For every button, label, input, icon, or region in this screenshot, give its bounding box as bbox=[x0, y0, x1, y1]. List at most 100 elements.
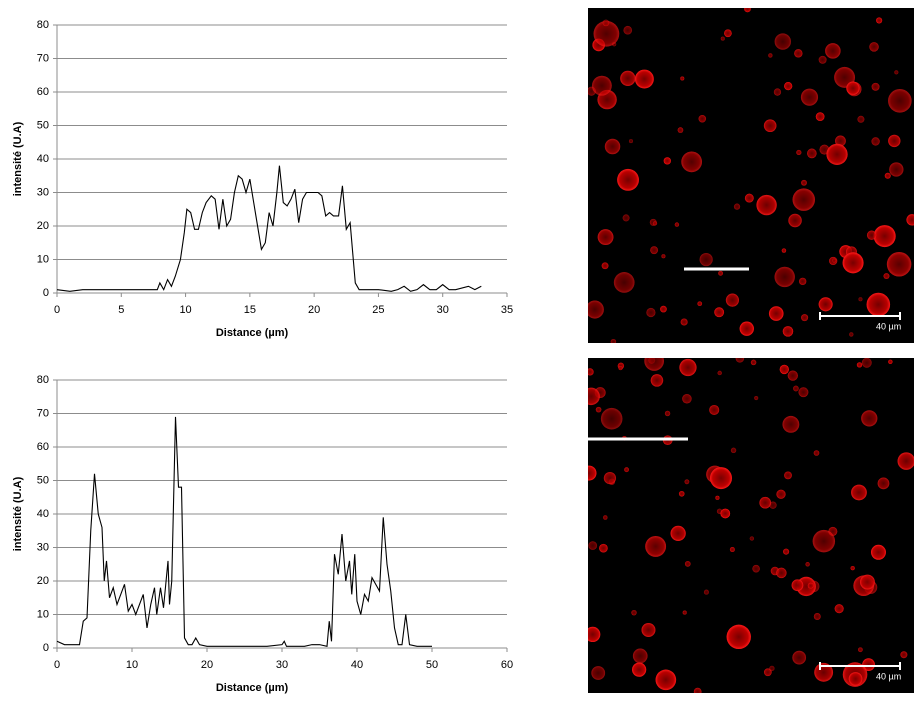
cell bbox=[744, 8, 751, 13]
cell bbox=[730, 447, 737, 454]
cell bbox=[624, 467, 629, 473]
cell bbox=[670, 525, 686, 541]
cell bbox=[681, 151, 703, 173]
cell bbox=[860, 574, 875, 590]
cell bbox=[763, 668, 772, 677]
y-tick-label: 10 bbox=[37, 253, 49, 265]
x-tick-label: 0 bbox=[54, 304, 60, 316]
cell bbox=[628, 139, 633, 144]
cell bbox=[725, 293, 740, 307]
cell bbox=[866, 292, 891, 317]
x-tick-label: 10 bbox=[126, 659, 138, 671]
cell bbox=[714, 307, 725, 318]
cell bbox=[650, 374, 664, 387]
cell bbox=[869, 42, 879, 52]
cell bbox=[680, 76, 685, 81]
y-tick-label: 70 bbox=[37, 407, 49, 419]
cell bbox=[796, 149, 802, 156]
cell bbox=[655, 669, 677, 691]
x-tick-label: 25 bbox=[372, 304, 384, 316]
cell bbox=[884, 172, 891, 179]
scale-bar-label: 40 µm bbox=[876, 671, 901, 681]
cell bbox=[873, 225, 896, 248]
cell bbox=[861, 358, 872, 368]
cell bbox=[788, 213, 802, 228]
cell bbox=[698, 114, 707, 123]
cell bbox=[800, 88, 819, 106]
cell bbox=[663, 157, 671, 165]
cell bbox=[735, 358, 745, 363]
data-line bbox=[56, 165, 482, 292]
y-tick-label: 70 bbox=[37, 52, 49, 64]
cell bbox=[763, 119, 777, 133]
cell bbox=[813, 613, 821, 620]
cell bbox=[733, 203, 741, 210]
cell bbox=[784, 471, 792, 480]
cell bbox=[604, 138, 621, 155]
cell bbox=[644, 358, 665, 371]
cell bbox=[684, 479, 690, 485]
x-tick-label: 40 bbox=[351, 659, 363, 671]
cell bbox=[888, 88, 912, 113]
cell bbox=[632, 662, 647, 677]
micrograph bbox=[588, 8, 914, 343]
cell bbox=[709, 404, 720, 416]
cell bbox=[588, 465, 597, 481]
cell bbox=[858, 297, 863, 302]
cell bbox=[588, 387, 600, 406]
x-axis-label: Distance (µm) bbox=[216, 327, 289, 339]
cell bbox=[799, 277, 807, 286]
y-axis-label: intensité (U.A) bbox=[12, 121, 24, 196]
cell bbox=[652, 221, 658, 226]
cell bbox=[793, 385, 799, 392]
x-tick-label: 30 bbox=[437, 304, 449, 316]
cell bbox=[595, 406, 602, 413]
cell bbox=[650, 246, 659, 255]
x-tick-label: 60 bbox=[501, 659, 513, 671]
y-tick-label: 30 bbox=[37, 186, 49, 198]
cell bbox=[848, 672, 863, 686]
y-tick-label: 0 bbox=[43, 287, 49, 299]
cell bbox=[883, 273, 890, 280]
cell bbox=[784, 82, 793, 91]
cell bbox=[682, 393, 692, 404]
cell bbox=[791, 579, 804, 592]
cell bbox=[588, 541, 598, 550]
cell bbox=[591, 666, 606, 680]
cell bbox=[889, 162, 904, 177]
cell bbox=[588, 626, 601, 643]
y-tick-label: 40 bbox=[37, 508, 49, 520]
cell bbox=[813, 450, 820, 456]
cell bbox=[739, 321, 754, 336]
cell bbox=[856, 362, 863, 368]
cell bbox=[597, 229, 614, 246]
x-tick-label: 0 bbox=[54, 659, 60, 671]
cells bbox=[588, 8, 914, 343]
cell bbox=[815, 112, 825, 122]
cell bbox=[842, 252, 864, 274]
cell bbox=[720, 508, 731, 519]
cell bbox=[782, 415, 800, 433]
cell bbox=[849, 332, 854, 337]
cell bbox=[634, 69, 654, 89]
x-tick-label: 5 bbox=[118, 304, 124, 316]
cell bbox=[900, 651, 908, 659]
y-tick-label: 0 bbox=[43, 642, 49, 654]
cell bbox=[641, 622, 656, 637]
cell bbox=[832, 258, 837, 263]
cell bbox=[724, 29, 732, 38]
cell bbox=[622, 214, 630, 222]
cell bbox=[776, 567, 787, 579]
y-tick-label: 20 bbox=[37, 575, 49, 587]
cell bbox=[679, 358, 697, 377]
y-tick-label: 40 bbox=[37, 153, 49, 165]
cells bbox=[588, 358, 914, 693]
cell bbox=[768, 306, 784, 321]
cell bbox=[709, 467, 732, 490]
y-tick-label: 50 bbox=[37, 474, 49, 486]
x-tick-label: 50 bbox=[426, 659, 438, 671]
cell bbox=[781, 248, 787, 253]
cell bbox=[682, 610, 687, 615]
cell bbox=[632, 648, 648, 664]
